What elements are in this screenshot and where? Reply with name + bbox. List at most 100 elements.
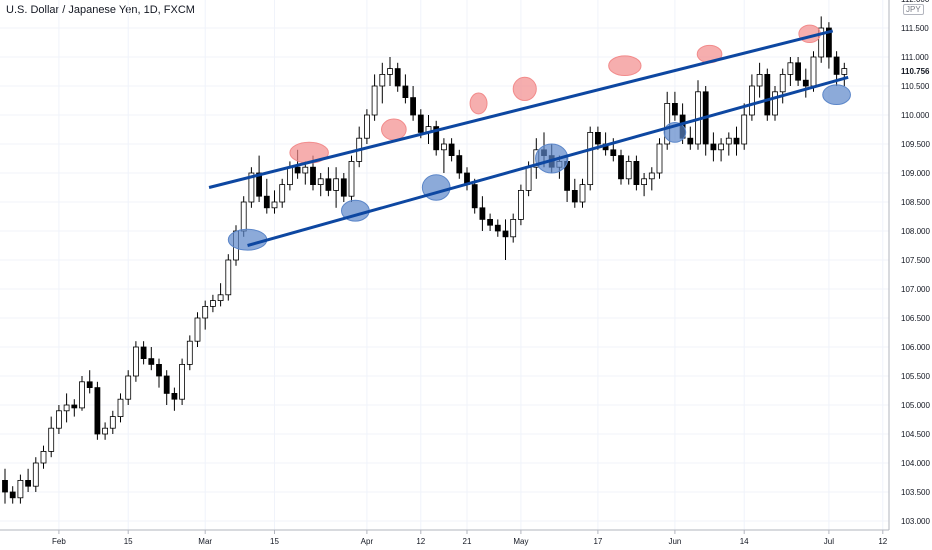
candle-body	[256, 172, 263, 197]
candle-body	[302, 166, 309, 174]
y-tick-label: 111.000	[901, 53, 929, 62]
candle	[733, 126, 740, 156]
candle-body	[17, 479, 24, 499]
candle	[163, 370, 170, 405]
candle	[440, 138, 447, 173]
candle-body	[333, 178, 340, 191]
candle-body	[802, 79, 809, 87]
candle-body	[618, 155, 624, 180]
candle-body	[402, 85, 409, 99]
candle	[695, 80, 701, 150]
candle	[156, 358, 162, 388]
y-tick-label: 110.000	[901, 111, 930, 120]
y-tick-label: 107.500	[901, 256, 930, 265]
candle-body	[787, 62, 794, 75]
candle-body	[633, 160, 640, 185]
y-tick-label: 108.000	[901, 227, 930, 236]
candle	[79, 376, 85, 411]
candle-body	[202, 305, 209, 319]
y-tick-label: 108.500	[901, 198, 930, 207]
candle	[448, 138, 455, 162]
candle	[425, 115, 432, 144]
currency-badge[interactable]: JPY	[903, 4, 924, 15]
candle-body	[826, 27, 832, 58]
low-marker	[227, 228, 268, 251]
channel-line	[208, 29, 834, 189]
candles	[2, 16, 848, 504]
candle-body	[179, 363, 186, 400]
candle	[648, 167, 655, 191]
candle	[379, 62, 386, 104]
candle-body	[71, 404, 78, 409]
candle-body	[725, 137, 732, 145]
x-tick-label: Jul	[824, 537, 834, 546]
x-tick-label: 15	[270, 537, 279, 546]
candle	[633, 155, 640, 191]
candle	[579, 178, 586, 208]
x-tick-label: Apr	[361, 537, 374, 546]
candle-body	[494, 224, 501, 232]
candle-body	[186, 340, 193, 365]
candle-body	[132, 346, 139, 377]
candle	[718, 138, 724, 162]
high-marker	[469, 92, 488, 115]
candle-body	[641, 178, 647, 186]
candle	[302, 161, 309, 185]
candle-body	[86, 381, 93, 388]
candle	[356, 126, 363, 168]
candle-body	[810, 56, 817, 87]
candle-body	[410, 97, 417, 116]
candle	[618, 149, 624, 185]
candle-body	[625, 160, 632, 180]
grid	[0, 0, 889, 530]
candle-body	[125, 375, 132, 400]
x-tick-label: 12	[878, 537, 887, 546]
candle	[687, 126, 694, 150]
candle	[9, 486, 16, 504]
candle-body	[672, 103, 678, 116]
candle-body	[94, 387, 101, 435]
y-tick-label: 109.500	[901, 140, 930, 149]
y-tick-label: 106.000	[901, 343, 930, 352]
candle	[672, 91, 678, 121]
candle-body	[240, 201, 247, 232]
candle	[317, 173, 324, 197]
candle	[63, 393, 70, 423]
candle	[802, 68, 809, 98]
high-marker	[512, 76, 537, 102]
candle-body	[518, 189, 524, 220]
candle	[279, 178, 286, 208]
candle-body	[140, 346, 147, 360]
candle-body	[271, 201, 278, 209]
candle	[471, 178, 478, 214]
candle-body	[610, 149, 617, 157]
candle	[48, 416, 55, 458]
candle-body	[217, 294, 224, 301]
y-tick-label: 107.000	[901, 285, 930, 294]
candle	[702, 86, 709, 156]
candle-body	[163, 375, 170, 394]
y-tick-label: 111.500	[901, 24, 929, 33]
low-marker	[535, 143, 569, 174]
x-tick-label: 14	[740, 537, 749, 546]
candle-body	[79, 381, 85, 409]
candle-body	[394, 68, 401, 87]
candle	[217, 283, 224, 307]
candle	[148, 347, 155, 371]
candle-body	[764, 74, 771, 116]
candle	[325, 167, 332, 197]
candle-body	[471, 184, 478, 209]
candle	[518, 184, 524, 226]
y-tick-label: 103.500	[901, 488, 930, 497]
candle-body	[286, 166, 293, 185]
y-tick-label: 104.500	[901, 430, 930, 439]
y-tick-label: 105.500	[901, 372, 930, 381]
candle	[571, 178, 578, 208]
candle	[2, 468, 8, 504]
candle	[140, 341, 147, 365]
last-price-label: 110.756	[901, 67, 930, 76]
y-tick-label: 109.000	[901, 169, 930, 178]
y-tick-label: 106.500	[901, 314, 930, 323]
